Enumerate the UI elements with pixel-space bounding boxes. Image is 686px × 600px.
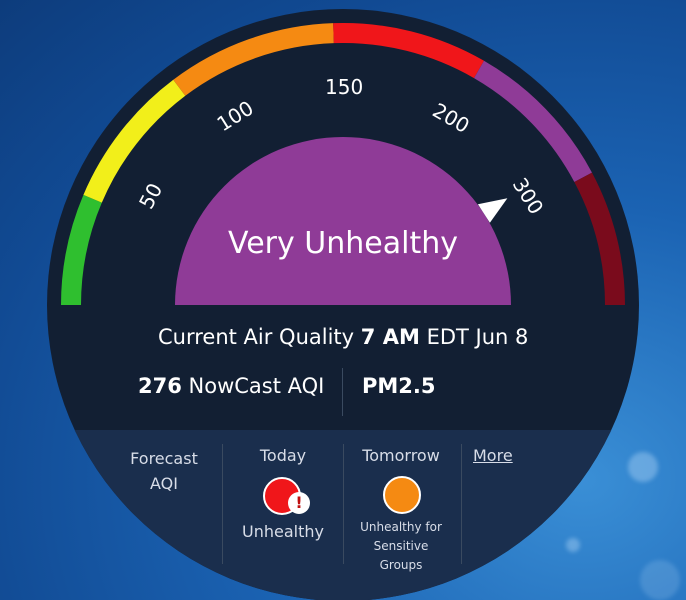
tick-label-150: 150 (325, 75, 364, 99)
today-status: Unhealthy (242, 522, 324, 541)
pollutant-label: PM2.5 (362, 374, 436, 398)
more-link[interactable]: More (473, 446, 513, 465)
band-very-unhealthy (474, 60, 592, 182)
nowcast-aqi: 276 NowCast AQI (138, 374, 324, 398)
forecast-divider-1 (222, 444, 223, 564)
forecast-tomorrow[interactable]: Tomorrow (346, 446, 456, 465)
current-time: 7 AM (360, 325, 420, 349)
forecast-divider-2 (343, 444, 344, 564)
current-air-quality-line: Current Air Quality 7 AM EDT Jun 8 (158, 325, 528, 349)
forecast-divider-3 (461, 444, 462, 564)
aqi-color-band (61, 23, 625, 305)
aqi-value: 276 (138, 374, 182, 398)
band-good (61, 194, 102, 305)
band-moderate (83, 79, 186, 203)
tomorrow-label: Tomorrow (362, 446, 440, 465)
tomorrow-status-line1: Unhealthy for (360, 520, 442, 534)
band-unhealthy (333, 23, 484, 79)
category-dial (175, 137, 511, 305)
aqi-pointer-icon (477, 198, 508, 223)
forecast-title-line2: AQI (150, 474, 178, 493)
band-usg (173, 23, 334, 96)
tomorrow-status-line2: Sensitive (373, 539, 429, 553)
current-timezone-date: EDT Jun 8 (426, 325, 529, 349)
forecast-title-line1: Forecast (130, 449, 198, 468)
today-label: Today (259, 446, 307, 465)
forecast-aqi-title: Forecast AQI (118, 446, 210, 496)
alert-icon: ! (288, 492, 310, 514)
tomorrow-status-dot (383, 476, 421, 514)
current-label: Current Air Quality (158, 325, 355, 349)
aqi-divider (342, 368, 343, 416)
forecast-today[interactable]: Today (228, 446, 338, 465)
tomorrow-status: Unhealthy for Sensitive Groups (346, 518, 456, 575)
aqi-category-label: Very Unhealthy (228, 226, 458, 261)
background-bokeh (640, 560, 680, 600)
background-bokeh (566, 538, 580, 552)
band-hazardous (574, 172, 625, 305)
tomorrow-status-line3: Groups (379, 558, 423, 572)
background-bokeh (628, 452, 658, 482)
aqi-label: NowCast AQI (188, 374, 325, 398)
